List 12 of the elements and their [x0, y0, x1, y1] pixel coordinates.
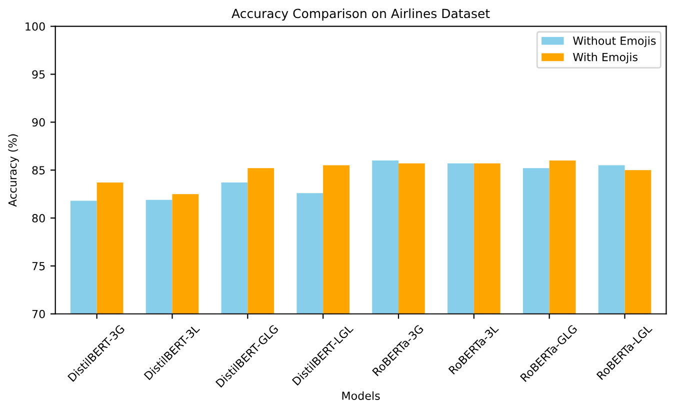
legend-label: With Emojis [573, 52, 638, 64]
y-tick-label: 70 [32, 310, 45, 318]
y-axis-title: Accuracy (%) [8, 134, 19, 207]
legend-label: Without Emojis [573, 36, 656, 48]
y-tick-label: 75 [32, 262, 45, 270]
x-axis-title: Models [342, 391, 380, 400]
y-tick-label: 95 [32, 70, 45, 79]
y-tick-label: 90 [32, 118, 45, 127]
chart-title: Accuracy Comparison on Airlines Dataset [232, 8, 490, 21]
y-tick-label: 85 [32, 166, 45, 174]
y-tick-label: 80 [32, 214, 45, 222]
y-tick-label: 100 [26, 22, 45, 31]
